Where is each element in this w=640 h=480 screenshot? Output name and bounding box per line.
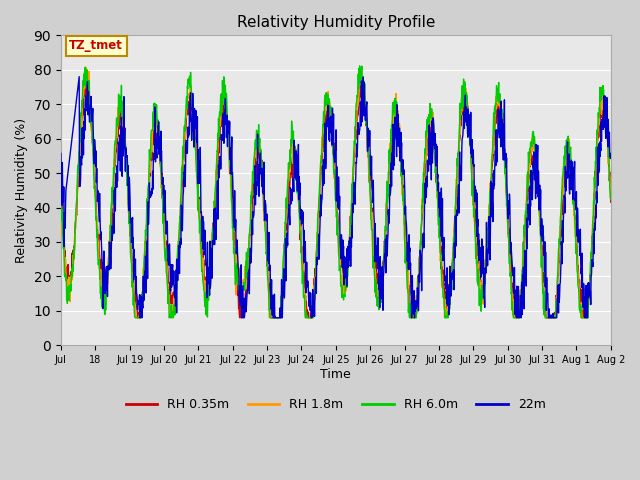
22m — [322, 159, 330, 165]
22m — [312, 275, 319, 281]
Line: RH 1.8m: RH 1.8m — [61, 68, 611, 318]
RH 1.8m — [83, 65, 90, 71]
RH 0.35m — [144, 206, 152, 212]
X-axis label: Time: Time — [321, 368, 351, 381]
RH 0.35m — [134, 315, 141, 321]
RH 6.0m — [547, 315, 554, 321]
Text: TZ_tmet: TZ_tmet — [69, 39, 123, 52]
RH 1.8m — [57, 190, 65, 196]
Line: 22m: 22m — [61, 77, 611, 318]
RH 6.0m — [600, 107, 608, 112]
22m — [607, 151, 614, 156]
RH 6.0m — [466, 136, 474, 142]
22m — [57, 151, 65, 156]
Legend: RH 0.35m, RH 1.8m, RH 6.0m, 22m: RH 0.35m, RH 1.8m, RH 6.0m, 22m — [121, 394, 550, 417]
Title: Relativity Humidity Profile: Relativity Humidity Profile — [237, 15, 435, 30]
RH 0.35m — [57, 185, 65, 191]
Line: RH 6.0m: RH 6.0m — [61, 66, 611, 318]
RH 1.8m — [144, 206, 152, 212]
RH 1.8m — [466, 134, 474, 140]
Y-axis label: Relativity Humidity (%): Relativity Humidity (%) — [15, 118, 28, 263]
RH 0.35m — [547, 315, 554, 321]
RH 0.35m — [312, 267, 319, 273]
RH 1.8m — [322, 95, 330, 100]
RH 0.35m — [83, 76, 90, 82]
RH 1.8m — [132, 315, 140, 321]
RH 0.35m — [322, 123, 330, 129]
RH 1.8m — [312, 276, 319, 282]
RH 6.0m — [322, 91, 330, 96]
RH 0.35m — [466, 138, 474, 144]
22m — [547, 315, 554, 321]
RH 6.0m — [356, 63, 364, 69]
RH 6.0m — [143, 210, 151, 216]
RH 1.8m — [600, 108, 608, 114]
RH 6.0m — [312, 280, 319, 286]
RH 6.0m — [132, 315, 140, 321]
22m — [76, 74, 83, 80]
RH 1.8m — [547, 315, 554, 321]
RH 0.35m — [600, 106, 608, 112]
RH 6.0m — [57, 198, 65, 204]
22m — [136, 315, 144, 321]
22m — [600, 124, 608, 130]
Line: RH 0.35m: RH 0.35m — [61, 79, 611, 318]
22m — [466, 123, 474, 129]
RH 1.8m — [607, 182, 614, 188]
RH 6.0m — [607, 196, 614, 202]
RH 0.35m — [607, 199, 614, 205]
22m — [144, 276, 152, 281]
